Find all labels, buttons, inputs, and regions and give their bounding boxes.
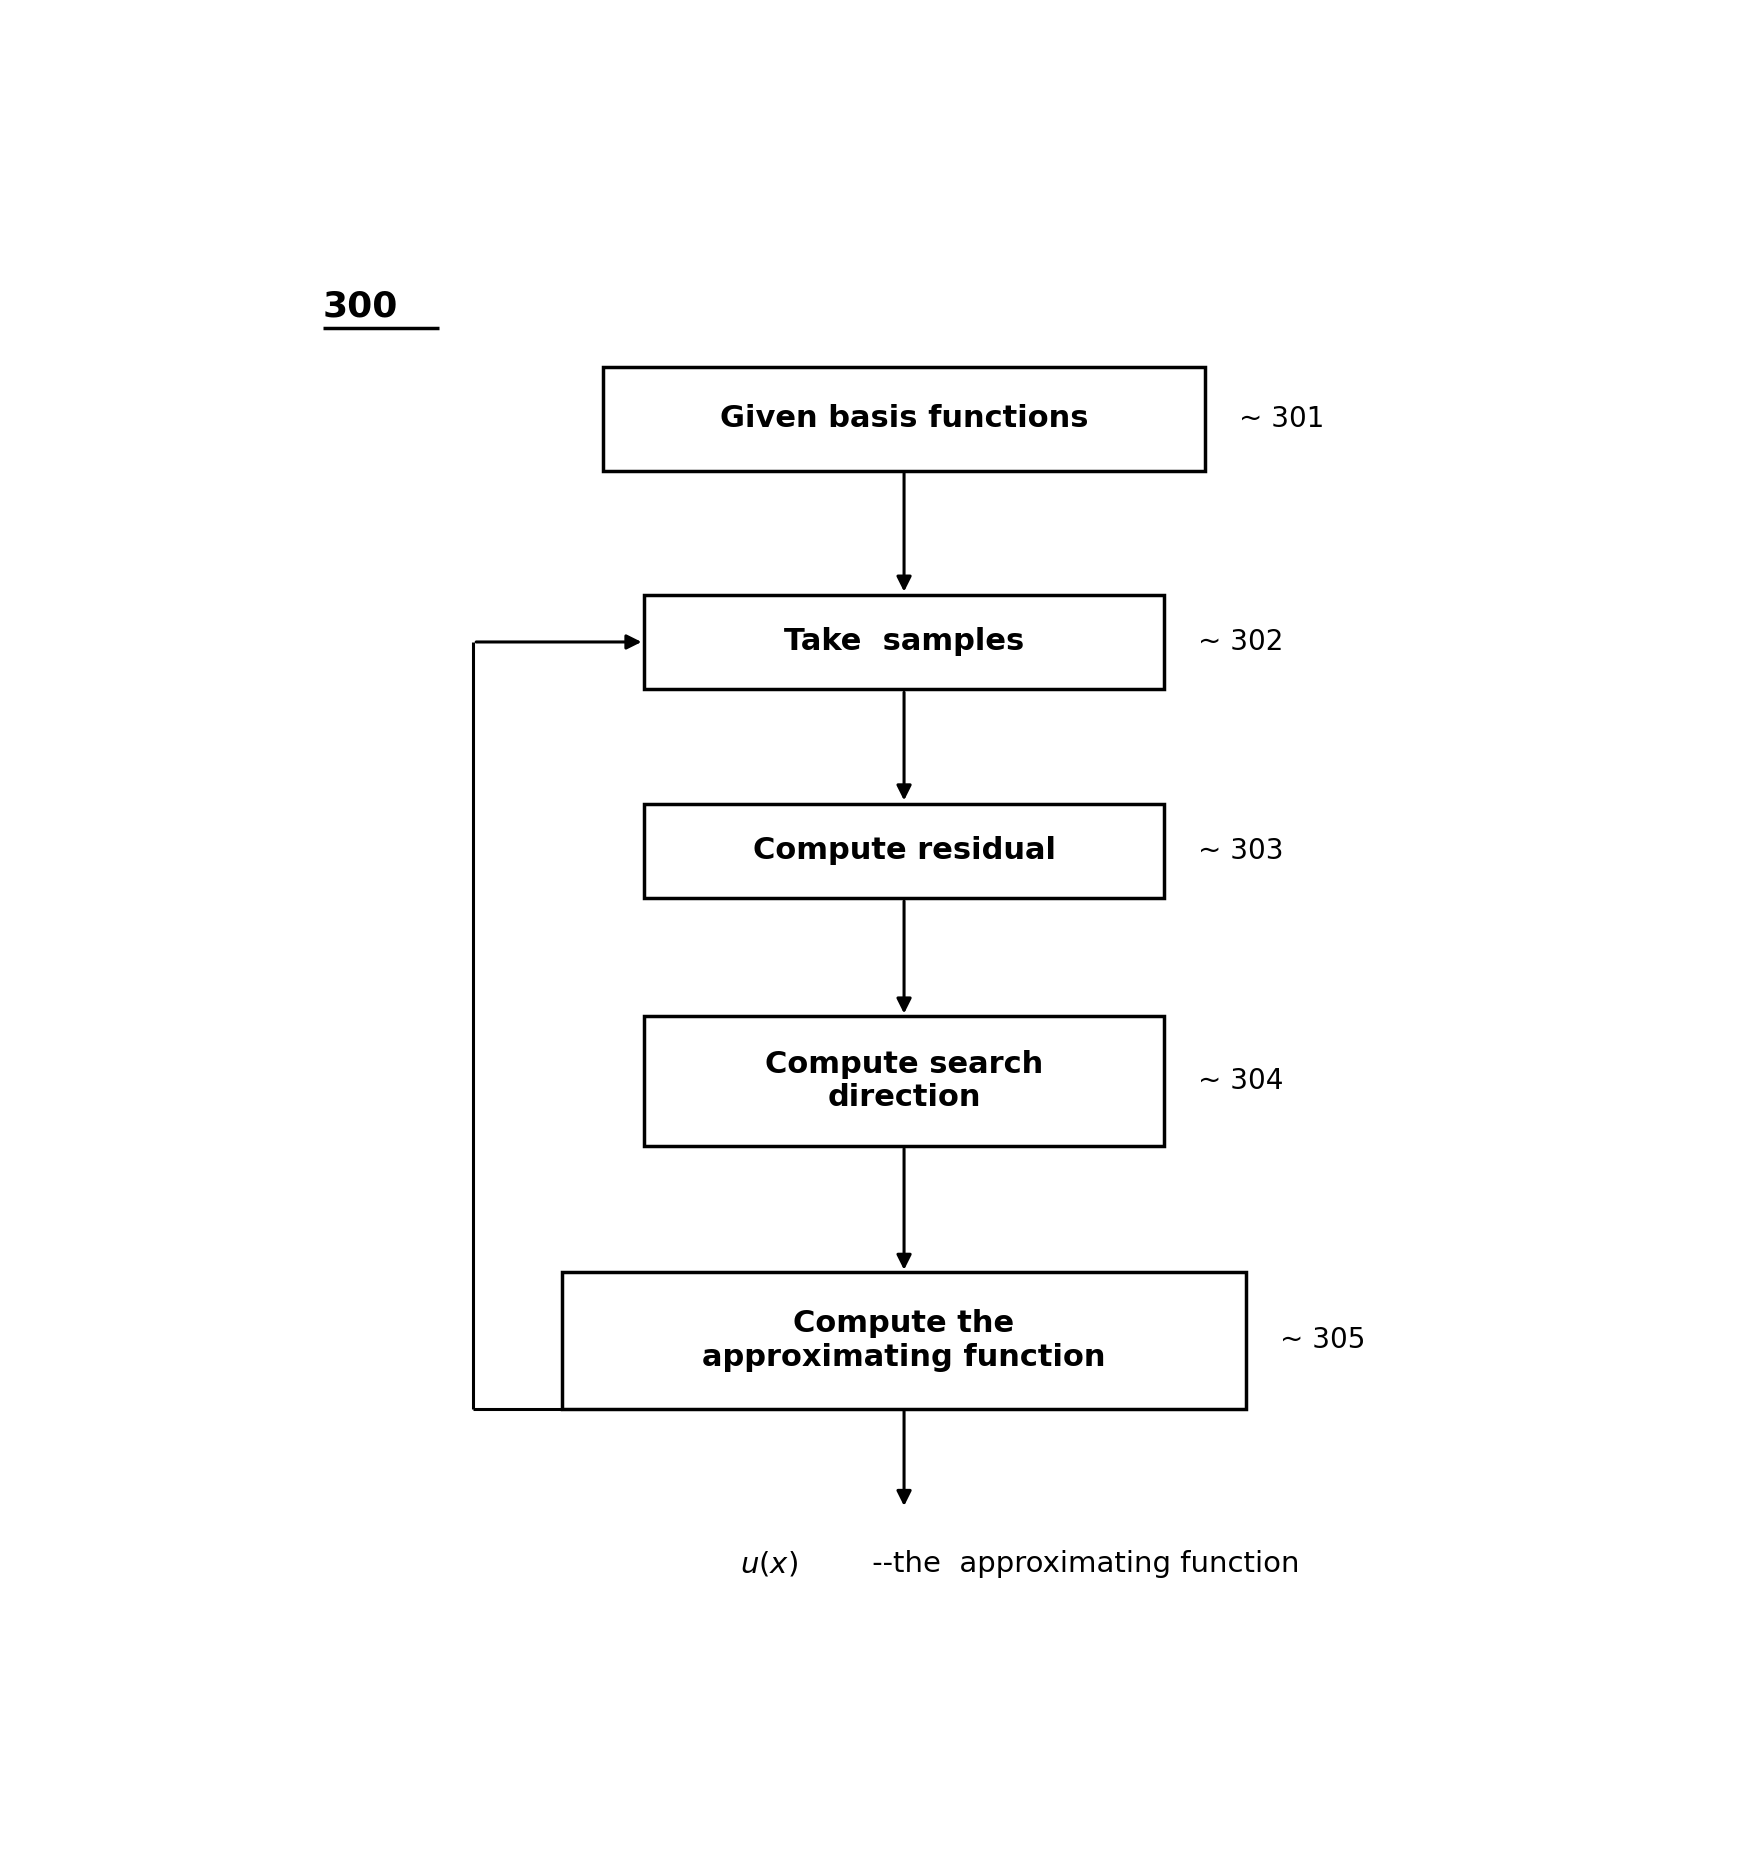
Text: $u(x)$: $u(x)$ xyxy=(741,1548,797,1578)
Text: ~ 302: ~ 302 xyxy=(1198,628,1284,656)
Bar xyxy=(644,1015,1164,1146)
Text: Given basis functions: Given basis functions xyxy=(720,404,1088,434)
Text: Compute search
direction: Compute search direction xyxy=(766,1049,1043,1113)
Bar xyxy=(603,367,1205,471)
Text: ~ 304: ~ 304 xyxy=(1198,1068,1284,1096)
Bar xyxy=(644,804,1164,898)
Bar xyxy=(644,595,1164,688)
Text: Take  samples: Take samples xyxy=(783,628,1025,656)
Text: --the  approximating function: --the approximating function xyxy=(863,1550,1300,1578)
Text: Compute residual: Compute residual xyxy=(753,836,1055,866)
Text: ~ 303: ~ 303 xyxy=(1198,836,1284,864)
Bar xyxy=(563,1272,1245,1408)
Text: ~ 305: ~ 305 xyxy=(1281,1326,1365,1354)
Text: ~ 301: ~ 301 xyxy=(1238,404,1325,432)
Text: Compute the
approximating function: Compute the approximating function xyxy=(702,1309,1106,1371)
Text: 300: 300 xyxy=(323,290,399,324)
